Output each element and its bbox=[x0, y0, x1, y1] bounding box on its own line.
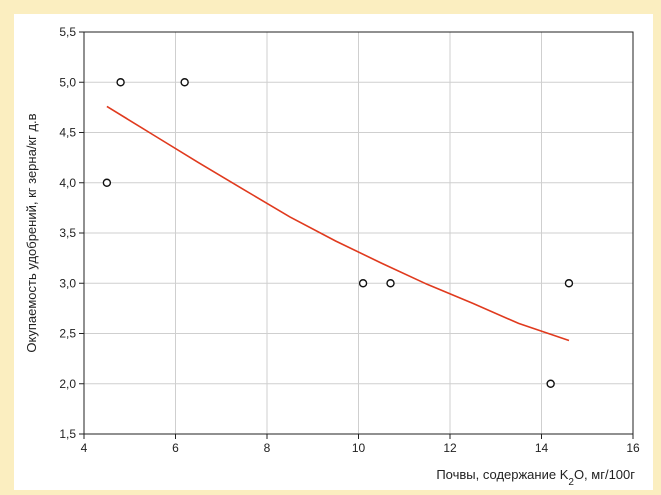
tick-labels: 4 6 8 10 12 14 16 1,5 2,0 2,5 3,0 3,5 4,0 4,5 5,0 5,5 bbox=[59, 25, 640, 455]
x-axis-label-main: Почвы, содержание K bbox=[436, 467, 568, 482]
x-tick-label: 10 bbox=[352, 441, 366, 455]
y-axis-label: Окупаемость удобрений, кг зерна/кг д.в bbox=[24, 113, 39, 352]
y-tick-label: 1,5 bbox=[59, 427, 76, 441]
x-tick-label: 12 bbox=[443, 441, 457, 455]
x-axis-label-subscript: 2 bbox=[568, 477, 574, 488]
scatter-chart: 4 6 8 10 12 14 16 1,5 2,0 2,5 3,0 3,5 4,0 4,5 5,0 5,5 П… bbox=[24, 25, 640, 488]
x-tick-label: 14 bbox=[535, 441, 549, 455]
grid-lines bbox=[84, 32, 633, 434]
data-point bbox=[180, 78, 189, 87]
data-point bbox=[386, 279, 395, 288]
y-tick-label: 4,5 bbox=[59, 126, 76, 140]
data-point bbox=[546, 379, 555, 388]
trend-line bbox=[106, 105, 570, 342]
x-tick-label: 6 bbox=[172, 441, 179, 455]
data-point bbox=[116, 78, 125, 87]
chart-frame: 4 6 8 10 12 14 16 1,5 2,0 2,5 3,0 3,5 4,0 4,5 5,0 5,5 П… bbox=[14, 14, 653, 490]
x-axis-label: Почвы, содержание K2O, мг/100г bbox=[436, 467, 635, 488]
y-tick-label: 5,0 bbox=[59, 75, 76, 89]
x-axis-label-end: O, мг/100г bbox=[574, 467, 635, 482]
y-tick-label: 5,5 bbox=[59, 25, 76, 39]
y-tick-label: 3,0 bbox=[59, 276, 76, 290]
x-tick-label: 16 bbox=[626, 441, 640, 455]
y-tick-label: 2,5 bbox=[59, 327, 76, 341]
data-point bbox=[358, 279, 368, 288]
y-tick-label: 3,5 bbox=[59, 226, 76, 240]
y-tick-label: 4,0 bbox=[59, 176, 76, 190]
y-tick-label: 2,0 bbox=[59, 377, 76, 391]
data-point bbox=[102, 178, 112, 187]
x-tick-label: 8 bbox=[264, 441, 271, 455]
x-tick-label: 4 bbox=[81, 441, 88, 455]
data-marks bbox=[102, 78, 574, 388]
data-point bbox=[564, 279, 574, 288]
